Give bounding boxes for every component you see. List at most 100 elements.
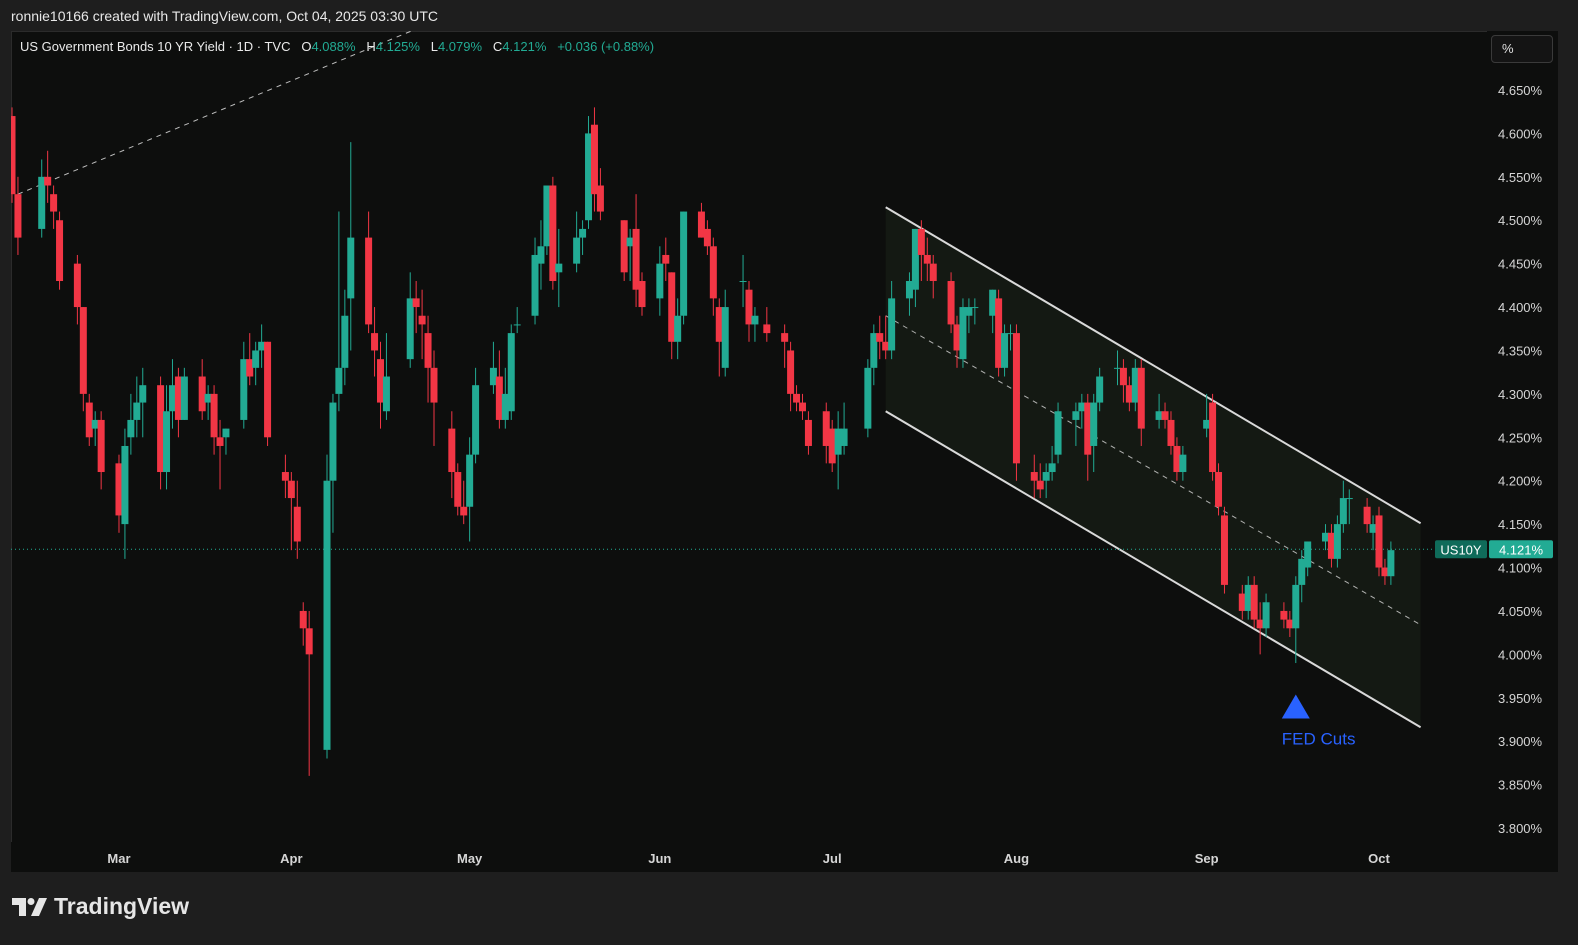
candle	[264, 341, 272, 446]
candle	[376, 341, 384, 429]
candle-body	[210, 393, 218, 438]
candle	[1256, 602, 1264, 655]
candle-body	[73, 263, 81, 308]
candlestick-chart[interactable]: FED Cuts 4.650%4.600%4.550%4.500%4.450%4…	[11, 31, 1558, 872]
candle-body	[1333, 524, 1341, 559]
low-value: 4.079%	[437, 39, 483, 54]
candle	[513, 307, 521, 334]
open-label: O	[301, 39, 312, 54]
candle	[115, 454, 123, 533]
y-tick-label: 4.650%	[1498, 83, 1543, 98]
candle	[1333, 515, 1341, 568]
candle-body	[287, 480, 295, 499]
candle-body	[335, 367, 343, 394]
candle	[287, 472, 295, 551]
up-arrow-icon	[1281, 694, 1310, 719]
candle-body	[1131, 367, 1139, 403]
candle	[1137, 359, 1145, 446]
candle	[299, 602, 307, 646]
candle	[406, 272, 414, 368]
candle-body	[1280, 610, 1288, 620]
candle-body	[537, 246, 545, 264]
candle	[412, 281, 420, 334]
candle	[965, 298, 973, 334]
tradingview-logo[interactable]: TradingView	[12, 893, 189, 920]
candle-body	[180, 376, 188, 420]
candle-body	[121, 445, 129, 525]
candle	[1292, 576, 1300, 664]
candle-body	[1007, 333, 1015, 335]
candle	[959, 298, 967, 368]
candle	[50, 185, 58, 229]
candle-body	[1203, 419, 1211, 429]
candle-body	[1096, 376, 1104, 403]
candle	[620, 220, 628, 282]
candle-body	[127, 419, 135, 438]
x-tick-label: Jun	[648, 851, 671, 866]
candle-body	[697, 211, 705, 238]
candle-body	[781, 333, 789, 342]
candle-body	[1167, 419, 1175, 446]
y-tick-label: 4.600%	[1498, 126, 1543, 141]
candle	[501, 367, 509, 429]
candle-body	[258, 341, 266, 351]
candle-body	[501, 393, 509, 420]
candle	[133, 376, 141, 438]
candle-body	[1054, 411, 1062, 455]
candle	[573, 211, 581, 273]
candle-body	[56, 220, 64, 282]
candle-body	[828, 428, 836, 464]
candle-body	[888, 298, 896, 351]
candle-body	[870, 333, 878, 368]
candle-body	[495, 376, 503, 420]
candle	[590, 107, 598, 212]
candle-body	[97, 419, 105, 473]
y-tick-label: 4.300%	[1498, 387, 1543, 402]
close-value: 4.121%	[502, 39, 547, 54]
candle	[454, 463, 462, 516]
candle	[995, 289, 1003, 377]
candle	[1054, 402, 1062, 464]
y-tick-label: 3.850%	[1498, 778, 1543, 793]
candle	[739, 254, 747, 308]
candle-body	[157, 385, 165, 473]
candle	[1131, 359, 1139, 412]
candle	[1167, 411, 1175, 455]
candle	[1215, 463, 1223, 516]
candle	[430, 350, 438, 446]
candle	[1012, 324, 1020, 481]
y-tick-label: 4.400%	[1498, 300, 1543, 315]
candle	[804, 411, 812, 455]
price-axis-bg	[1487, 31, 1558, 872]
candle-body	[1137, 367, 1145, 429]
candle-body	[293, 506, 301, 542]
candle	[1096, 367, 1104, 412]
candle-body	[1001, 333, 1009, 368]
candle	[656, 246, 664, 316]
candle-body	[1179, 454, 1187, 473]
chart-credit: ronnie10166 created with TradingView.com…	[11, 8, 438, 24]
candle-body	[1078, 402, 1086, 412]
candle	[14, 176, 22, 255]
close-label: C	[492, 39, 503, 54]
channel-lower-line	[885, 410, 1422, 729]
candle	[638, 272, 646, 316]
candle-body	[204, 393, 212, 403]
candle-body	[911, 228, 919, 290]
candle	[139, 367, 147, 438]
last-price-tag	[1489, 540, 1553, 559]
candle	[323, 454, 331, 759]
ticker-tag-label: US10Y	[1440, 542, 1482, 557]
percent-scale-button[interactable]: %	[1491, 35, 1553, 63]
tradingview-logo-icon	[12, 897, 47, 916]
candle-body	[1304, 541, 1312, 568]
candle-body	[281, 472, 289, 481]
candle-body	[1238, 593, 1246, 611]
candle-body	[376, 359, 384, 403]
channel-upper-line	[885, 206, 1422, 525]
candle	[537, 220, 545, 290]
candle	[1322, 524, 1330, 551]
candle-body	[804, 419, 812, 446]
candle-body	[454, 472, 462, 507]
candle-body	[1298, 558, 1306, 585]
